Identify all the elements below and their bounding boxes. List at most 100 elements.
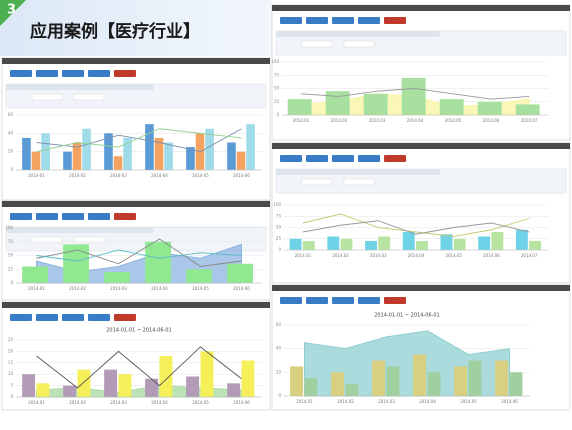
y-tick-label: 25 [8, 266, 14, 271]
bar [478, 236, 491, 250]
y-tick-label: 25 [276, 236, 282, 241]
slide-title: 应用案例【医疗行业】 [30, 21, 200, 42]
bar [205, 128, 214, 170]
toolbar-button [88, 213, 110, 220]
x-tick-label: 2014.04 [408, 253, 425, 258]
line [36, 238, 242, 267]
filter-input [301, 40, 333, 48]
y-tick-label: 20 [276, 369, 282, 374]
bar [401, 77, 426, 115]
filter-input [301, 178, 333, 186]
bar [290, 366, 304, 396]
filter-input [73, 93, 105, 101]
bar [63, 244, 89, 283]
toolbar-button [114, 70, 136, 77]
bar [186, 269, 212, 283]
x-tick-label: 2014.06 [233, 400, 250, 405]
toolbar-button [62, 314, 84, 321]
y-tick-label: 40 [276, 346, 282, 351]
y-tick-label: 50 [276, 225, 282, 230]
toolbar-button [36, 314, 58, 321]
toolbar-button [10, 70, 32, 77]
panel-header [2, 201, 270, 207]
bar [495, 360, 509, 396]
panel-header [272, 285, 570, 291]
y-tick-label: 75 [276, 213, 282, 218]
panel-header [272, 5, 570, 11]
bar [41, 133, 50, 170]
bar [200, 351, 214, 397]
bar [145, 378, 159, 397]
line [36, 128, 242, 153]
y-tick-label: 20 [8, 348, 14, 353]
x-tick-label: 2014-05 [192, 286, 209, 291]
bar [159, 355, 173, 397]
y-tick-label: 100 [5, 225, 13, 230]
bar [413, 354, 427, 396]
x-tick-label: 2014.04 [407, 118, 424, 123]
toolbar-button [384, 297, 406, 304]
y-tick-label: 20 [8, 149, 14, 154]
bar [72, 142, 82, 170]
x-tick-label: 2014-04 [151, 286, 168, 291]
x-tick-label: 2014-06 [233, 286, 250, 291]
bar [372, 360, 386, 396]
x-tick-label: 2014.06 [483, 118, 500, 123]
bar [145, 124, 154, 170]
y-tick-label: 60 [8, 112, 14, 117]
toolbar-button [358, 297, 380, 304]
x-tick-label: 2014-02 [69, 173, 86, 178]
bar [123, 137, 132, 170]
bar [289, 238, 302, 250]
toolbar-button [88, 70, 110, 77]
bar [365, 241, 377, 250]
y-tick-label: 25 [8, 337, 14, 342]
y-tick-label: 50 [274, 86, 280, 91]
y-tick-label: 25 [274, 99, 280, 104]
x-tick-label: 2014.04 [419, 399, 436, 404]
bar [331, 372, 345, 396]
bar [509, 372, 523, 396]
x-tick-label: 2014-04 [151, 173, 168, 178]
x-tick-label: 2014.01 [295, 253, 312, 258]
x-tick-label: 2014.05 [460, 399, 477, 404]
x-tick-label: 2014.02 [331, 118, 348, 123]
toolbar-button [306, 155, 328, 162]
bar [325, 91, 350, 115]
bar [186, 147, 195, 170]
corner-badge [0, 0, 26, 26]
toolbar-button [280, 155, 302, 162]
y-tick-label: 75 [274, 72, 280, 77]
bar [327, 236, 340, 250]
x-tick-label: 2014-06 [233, 173, 250, 178]
line [36, 249, 242, 262]
y-tick-label: 75 [8, 239, 14, 244]
x-tick-label: 2014-05 [192, 173, 209, 178]
filter-bar [276, 169, 440, 175]
filter-input [31, 93, 63, 101]
filter-bar [276, 31, 440, 37]
x-tick-label: 2014.02 [69, 400, 86, 405]
bar [287, 99, 312, 115]
bar [22, 137, 31, 170]
x-tick-label: 2014.03 [110, 400, 127, 405]
bar [302, 241, 315, 250]
y-tick-label: 10 [8, 371, 14, 376]
bar [104, 272, 130, 283]
x-tick-label: 2014.02 [332, 253, 349, 258]
bar [416, 241, 428, 250]
y-tick-label: 0 [10, 167, 13, 172]
bar [104, 133, 113, 170]
bar [31, 151, 41, 170]
bar [77, 369, 91, 397]
y-tick-label: 0 [278, 247, 281, 252]
x-tick-label: 2014.05 [445, 253, 462, 258]
y-tick-label: 60 [276, 322, 282, 327]
toolbar-button [10, 314, 32, 321]
bar [439, 99, 464, 115]
toolbar-button [384, 17, 406, 24]
toolbar-button [88, 314, 110, 321]
bar [227, 142, 236, 170]
toolbar-button [280, 17, 302, 24]
